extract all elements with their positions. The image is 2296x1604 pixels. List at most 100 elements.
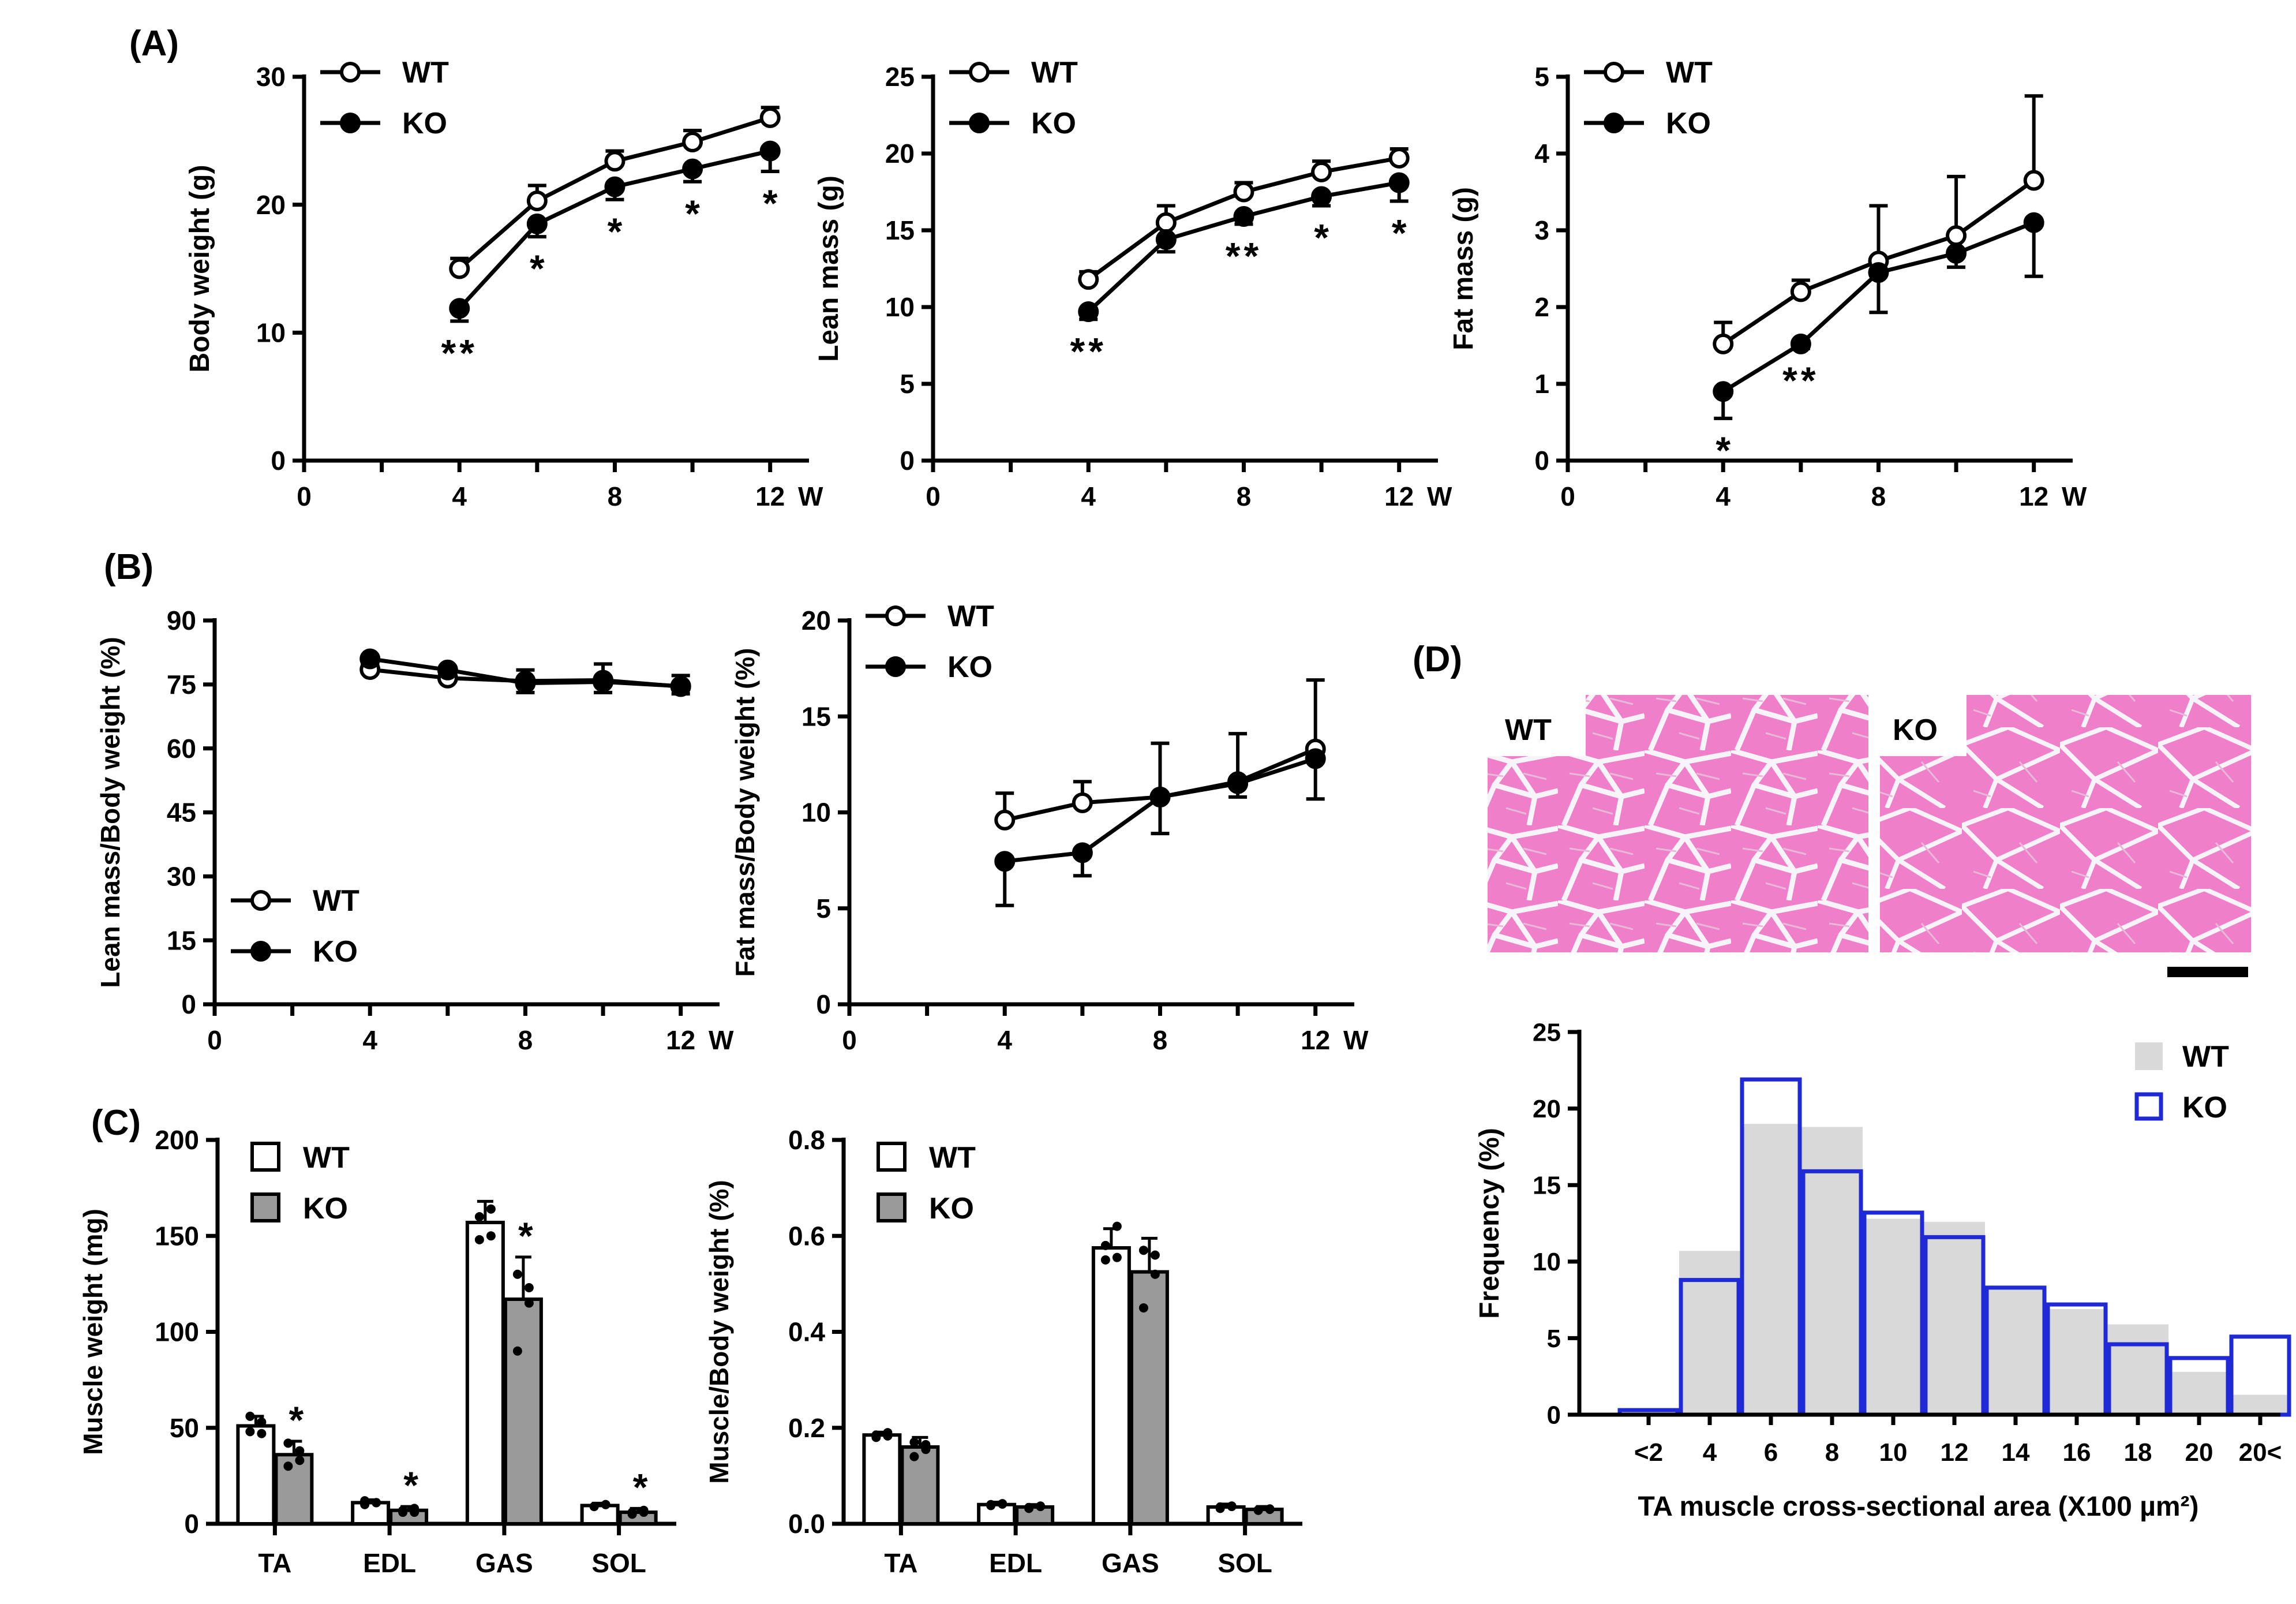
y-tick-label: 150 (155, 1221, 199, 1251)
y-tick-label: 10 (256, 317, 286, 347)
data-point-ko (1311, 186, 1332, 207)
data-dot (486, 1231, 496, 1241)
x-tick-label: 12 (2019, 481, 2048, 511)
data-point-ko (515, 672, 536, 694)
y-axis-label: Muscle/Body weight (%) (704, 1180, 734, 1483)
y-tick-label: 15 (1533, 1172, 1561, 1200)
bar-wt (862, 1433, 902, 1526)
data-dot (883, 1431, 893, 1441)
histogram-bar-wt (2046, 1309, 2107, 1415)
x-tick-label: 4 (1716, 481, 1731, 511)
histogram-bar-wt (1618, 1410, 1679, 1415)
bar-ko (389, 1508, 429, 1526)
significance-star: * (633, 1465, 648, 1508)
data-dot (512, 1269, 522, 1279)
data-point-ko (437, 659, 458, 681)
data-dot (372, 1498, 381, 1508)
bar-ko (1129, 1270, 1169, 1526)
histogram-bar-wt (1924, 1221, 1985, 1415)
y-tick-label: 75 (167, 670, 196, 700)
legend-marker-ko (885, 656, 906, 677)
panel-label-b: (B) (104, 547, 153, 587)
data-point-ko (1149, 786, 1171, 807)
data-point-wt (1155, 212, 1177, 233)
legend-label-wt: WT (947, 600, 994, 633)
x-tick-label: 12 (666, 1025, 695, 1055)
x-unit-label: W (709, 1025, 734, 1055)
data-point-ko (994, 851, 1016, 872)
x-tick-label: 0 (842, 1025, 857, 1055)
legend-marker-wt (1604, 62, 1624, 83)
x-tick-label: GAS (1102, 1548, 1159, 1578)
legend-label-wt: WT (929, 1141, 976, 1175)
data-dot (398, 1505, 408, 1515)
significance-star: * (289, 1399, 304, 1441)
data-dot (589, 1502, 599, 1512)
y-tick-label: 50 (170, 1413, 199, 1443)
x-tick-label: <2 (1634, 1438, 1663, 1467)
legend-label-ko: KO (313, 935, 358, 969)
x-tick-label: 8 (1871, 481, 1886, 511)
x-tick-label: 20 (2185, 1438, 2213, 1467)
y-tick-label: 5 (1547, 1325, 1561, 1353)
legend-marker-ko (1604, 113, 1624, 133)
legend-label-ko: KO (2182, 1091, 2227, 1124)
y-tick-label: 1 (1534, 369, 1549, 399)
y-tick-label: 5 (816, 893, 831, 923)
chart-lean-ratio: 0 15 30 45 60 75 90 Lean mass/Body weight (%) 0 4… (95, 605, 734, 1055)
data-dot (871, 1430, 881, 1440)
data-point-wt (1233, 181, 1254, 203)
panel-label-c: (C) (91, 1103, 141, 1143)
x-tick-label: 10 (1879, 1438, 1908, 1467)
legend-label-wt: WT (313, 884, 359, 918)
x-tick-label: 8 (1237, 481, 1252, 511)
significance-star: * (1314, 216, 1329, 259)
x-tick-label: 8 (1153, 1025, 1168, 1055)
bar-ko (274, 1453, 314, 1526)
histogram-bar-wt (1985, 1287, 2046, 1415)
data-point-wt (526, 190, 548, 212)
bar-ko (1244, 1508, 1284, 1526)
data-dot (1265, 1505, 1275, 1515)
data-point-wt (1072, 792, 1093, 813)
x-tick-label: 8 (1825, 1438, 1839, 1467)
y-axis-label: Fat mass (g) (1448, 187, 1479, 350)
x-unit-label: W (798, 481, 823, 511)
data-dot (524, 1283, 534, 1293)
x-tick-label: 8 (608, 481, 623, 511)
chart-fat-ratio: 0 5 10 15 20 Fat mass/Body weight (%) 0 4 8 12 W WT… (730, 600, 1369, 1055)
x-tick-label: TA (884, 1548, 917, 1578)
data-point-ko (2023, 212, 2044, 233)
y-tick-label: 0 (900, 446, 915, 476)
bar-ko (900, 1445, 940, 1526)
y-tick-label: 15 (885, 215, 915, 245)
data-point-wt (1078, 269, 1099, 290)
data-point-wt (1790, 281, 1811, 302)
data-dot (257, 1429, 267, 1438)
y-tick-label: 60 (167, 734, 196, 764)
bar-wt (351, 1501, 391, 1526)
data-point-ko (1388, 172, 1410, 193)
y-axis-label: Frequency (%) (1474, 1128, 1505, 1319)
data-dot (295, 1446, 305, 1456)
y-axis-label: Fat mass/Body weight (%) (730, 648, 760, 977)
x-tick-label: EDL (989, 1548, 1042, 1578)
data-point-wt (1311, 161, 1332, 182)
significance-star: ** (1782, 359, 1819, 402)
legend-label-wt: WT (303, 1141, 350, 1175)
x-tick-label: 18 (2124, 1438, 2152, 1467)
micrograph-ko: KO (1880, 695, 2251, 952)
data-dot (524, 1298, 534, 1308)
data-point-ko (449, 298, 470, 319)
histogram-bar-wt (1863, 1218, 1924, 1415)
y-tick-label: 200 (155, 1125, 199, 1155)
data-dot (245, 1427, 255, 1437)
legend-marker-wt (969, 62, 990, 83)
y-axis-label: Lean mass (g) (814, 175, 844, 362)
data-point-ko (1946, 242, 1967, 264)
legend-label-wt: WT (1666, 56, 1713, 89)
significance-star: * (518, 1214, 533, 1257)
y-tick-label: 0.8 (788, 1125, 825, 1155)
